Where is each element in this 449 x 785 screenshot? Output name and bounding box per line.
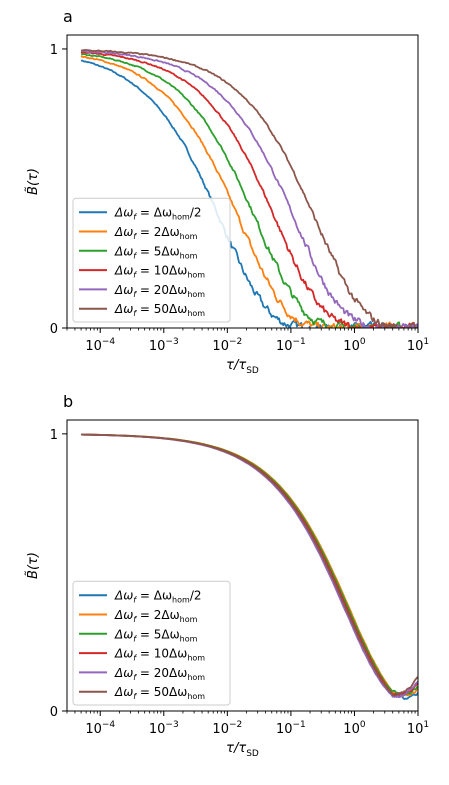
y-tick-label: 0: [50, 705, 58, 720]
legend-entry: Δωf = Δωhom/2: [114, 206, 202, 222]
y-axis-label: B̃(τ): [26, 552, 41, 579]
legend: Δωf = Δωhom/2 Δωf = 2Δωhom Δωf = 5Δωhom Δωf…: [72, 580, 231, 706]
panel-letter: a: [63, 7, 73, 26]
legend-entry: Δωf = 5Δωhom: [114, 244, 198, 260]
x-tick-label: 10−3: [149, 337, 179, 354]
legend-entry: Δωf = 50Δωhom: [114, 685, 205, 701]
x-axis-label: τ/τSD: [226, 358, 259, 376]
legend-entry: Δωf = Δωhom/2: [114, 589, 202, 605]
y-tick-label: 1: [50, 43, 58, 58]
legend-box: [72, 197, 231, 323]
series-line: [81, 53, 418, 328]
x-tick-label: 10−1: [276, 337, 306, 354]
x-tick-label: 10−1: [276, 720, 306, 737]
legend-entry: Δωf = 20Δωhom: [114, 283, 205, 299]
series-lines: [81, 433, 418, 701]
x-tick-label: 10−2: [212, 720, 242, 737]
x-tick-label: 10−3: [149, 720, 179, 737]
plot-frame: [66, 419, 419, 712]
legend: Δωf = Δωhom/2 Δωf = 2Δωhom Δωf = 5Δωhom Δωf…: [72, 197, 231, 323]
panel-letter: b: [63, 392, 73, 411]
series-lines: [80, 49, 418, 328]
y-axis-label: B̃(τ): [26, 168, 41, 195]
legend-entry: Δωf = 5Δωhom: [114, 627, 198, 643]
legend-entry: Δωf = 20Δωhom: [114, 666, 205, 682]
x-tick-label: 10−2: [212, 337, 242, 354]
series-line: [80, 55, 418, 328]
x-tick-label: 101: [407, 720, 429, 737]
series-line: [81, 433, 418, 697]
x-tick-label: 101: [407, 337, 429, 354]
series-line: [80, 51, 417, 328]
y-tick-label: 1: [50, 428, 58, 443]
legend-entry: Δωf = 10Δωhom: [114, 264, 205, 280]
series-line: [81, 49, 418, 328]
legend-entry: Δωf = 2Δωhom: [114, 225, 198, 241]
legend-box: [72, 580, 231, 706]
y-tick-label: 0: [50, 322, 58, 337]
plot-frame: [66, 34, 419, 329]
legend-entry: Δωf = 50Δωhom: [114, 302, 205, 318]
x-tick-label: 10−4: [85, 337, 115, 354]
x-axis-label: τ/τSD: [226, 741, 259, 759]
legend-entry: Δωf = 10Δωhom: [114, 647, 205, 663]
legend-entry: Δωf = 2Δωhom: [114, 608, 198, 624]
x-tick-label: 100: [343, 337, 366, 354]
x-tick-label: 10−4: [85, 720, 115, 737]
series-line: [80, 59, 415, 328]
x-tick-label: 100: [343, 720, 366, 737]
series-line: [80, 49, 418, 328]
